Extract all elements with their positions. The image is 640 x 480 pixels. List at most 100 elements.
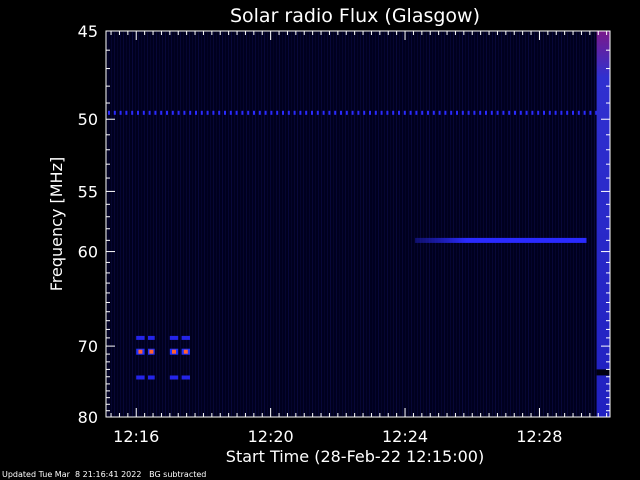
noise-stripe — [267, 32, 268, 416]
interference-line-dot — [577, 110, 580, 115]
burst-core-peak — [172, 349, 176, 354]
interference-line-dot — [386, 110, 389, 115]
noise-stripe — [591, 32, 592, 416]
noise-stripe — [573, 32, 574, 416]
noise-stripe — [306, 32, 307, 416]
noise-stripe — [288, 32, 289, 416]
interference-line-dot — [392, 110, 395, 115]
interference-line-dot — [340, 110, 342, 115]
interference-line-dot — [369, 110, 371, 115]
x-tick-label: 12:24 — [382, 427, 428, 446]
noise-stripe — [546, 32, 547, 416]
x-tick-label: 12:16 — [113, 427, 159, 446]
noise-stripe — [351, 32, 352, 416]
noise-stripe — [294, 32, 295, 416]
noise-stripe — [384, 32, 385, 416]
interference-line-dot — [450, 110, 453, 115]
noise-stripe — [516, 32, 517, 416]
noise-stripe — [312, 32, 313, 416]
noise-stripe — [561, 32, 562, 416]
noise-stripe — [150, 32, 151, 416]
noise-stripe — [258, 32, 259, 416]
noise-stripe — [348, 32, 349, 416]
noise-stripe — [456, 32, 457, 416]
noise-stripe — [291, 32, 292, 416]
interference-line-dot — [212, 110, 215, 115]
noise-stripe — [438, 32, 439, 416]
noise-stripe — [507, 32, 508, 416]
interference-line-dot — [316, 110, 319, 115]
noise-stripe — [186, 32, 187, 416]
noise-stripe — [339, 32, 340, 416]
noise-stripe — [330, 32, 331, 416]
interference-line-dot — [119, 110, 122, 115]
noise-stripe — [201, 32, 202, 416]
noise-stripe — [585, 32, 586, 416]
noise-stripe — [387, 32, 388, 416]
interference-line-dot — [131, 110, 134, 115]
interference-line-dot — [311, 110, 313, 115]
edge-column — [596, 31, 610, 417]
interference-line-dot — [403, 110, 406, 115]
interference-line-dot — [305, 110, 308, 115]
interference-line-dot — [299, 110, 302, 115]
noise-stripe — [285, 32, 286, 416]
interference-line-dot — [113, 110, 116, 115]
noise-stripe — [132, 32, 133, 416]
noise-stripe — [168, 32, 169, 416]
noise-stripe — [219, 32, 220, 416]
noise-stripe — [114, 32, 115, 416]
noise-stripe — [513, 32, 514, 416]
noise-stripe — [234, 32, 235, 416]
noise-stripe — [333, 32, 334, 416]
noise-stripe — [522, 32, 523, 416]
interference-line-dot — [525, 110, 528, 115]
noise-stripe — [426, 32, 427, 416]
noise-stripe — [225, 32, 226, 416]
noise-stripe — [273, 32, 274, 416]
interference-line-dot — [380, 110, 383, 115]
background-noise — [108, 32, 598, 416]
y-tick-label: 50 — [78, 110, 98, 129]
noise-stripe — [195, 32, 196, 416]
noise-stripe — [402, 32, 403, 416]
noise-stripe — [228, 32, 229, 416]
noise-stripe — [429, 32, 430, 416]
noise-stripe — [414, 32, 415, 416]
interference-line-dot — [508, 110, 511, 115]
burst-upper-segment — [169, 335, 179, 340]
noise-stripe — [243, 32, 244, 416]
interference-line-dot — [572, 110, 574, 115]
noise-stripe — [372, 32, 373, 416]
interference-line-dot — [548, 110, 551, 115]
noise-stripe — [138, 32, 139, 416]
noise-stripe — [537, 32, 538, 416]
interference-line-dot — [496, 110, 499, 115]
noise-stripe — [123, 32, 124, 416]
interference-line-dot — [473, 110, 476, 115]
noise-stripe — [570, 32, 571, 416]
interference-line-dot — [125, 110, 128, 115]
interference-line-dot — [589, 110, 592, 115]
interference-line-dot — [253, 110, 255, 115]
burst-lower-segment — [181, 375, 190, 380]
interference-line-dot — [247, 110, 250, 115]
noise-stripe — [261, 32, 262, 416]
noise-stripe — [180, 32, 181, 416]
noise-stripe — [108, 32, 109, 416]
noise-stripe — [144, 32, 145, 416]
noise-stripe — [453, 32, 454, 416]
interference-line-dot — [374, 110, 377, 115]
interference-line-dot — [502, 110, 505, 115]
noise-stripe — [240, 32, 241, 416]
noise-stripe — [462, 32, 463, 416]
interference-line-dot — [514, 110, 516, 115]
interference-line-dot — [241, 110, 244, 115]
noise-stripe — [411, 32, 412, 416]
interference-line-dot — [137, 110, 139, 115]
footer-updated: Updated Tue Mar 8 21:16:41 2022 — [2, 470, 142, 479]
interference-line-dot — [398, 110, 400, 115]
noise-stripe — [282, 32, 283, 416]
interference-line-dot — [148, 110, 151, 115]
noise-stripe — [255, 32, 256, 416]
